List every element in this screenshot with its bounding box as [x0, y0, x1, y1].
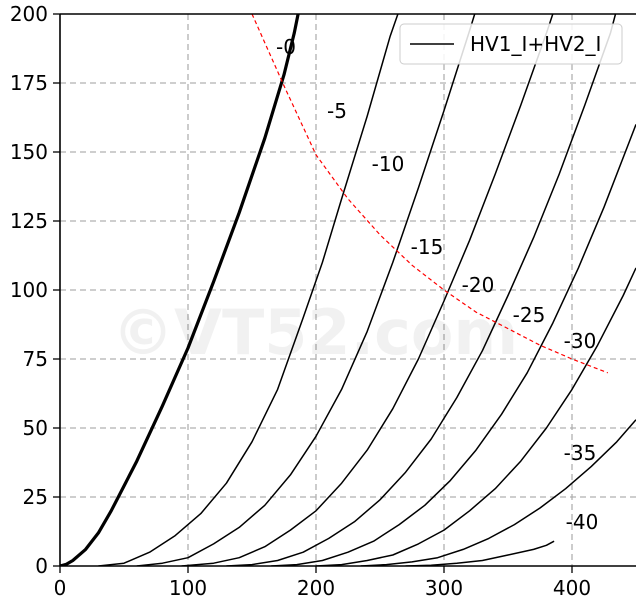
grid-voltage-curve	[60, 14, 300, 566]
x-tick-label: 100	[169, 576, 207, 600]
legend: HV1_I+HV2_I	[399, 23, 623, 65]
y-tick-label: 125	[10, 209, 48, 233]
grid-voltage-curve	[226, 14, 617, 566]
legend-box	[399, 23, 623, 65]
curve-labels: -0 -5 -10 -15 -20 -25 -30 -35 -40	[276, 35, 598, 534]
curve-label: -5	[327, 99, 347, 123]
curve-label: -0	[276, 35, 296, 59]
grid-voltage-curve	[181, 14, 554, 566]
curve-label: -30	[564, 329, 597, 353]
max-dissipation-curve	[251, 14, 609, 374]
grid-voltage-curve	[405, 540, 555, 566]
y-tick-label: 0	[35, 554, 48, 578]
curve-label: -35	[564, 441, 597, 465]
curve-label: -20	[462, 273, 495, 297]
grid-voltage-curve	[271, 124, 636, 566]
grid	[60, 14, 636, 566]
grid-voltage-curve	[136, 14, 476, 566]
x-tick-label: 300	[425, 576, 463, 600]
watermark-text: ©VT52.com	[112, 296, 518, 369]
legend-label: HV1_I+HV2_I	[470, 32, 601, 56]
curve-label: -10	[372, 152, 405, 176]
curve-label: -25	[513, 303, 546, 327]
y-tick-label: 25	[23, 485, 48, 509]
x-tick-label: 0	[54, 576, 67, 600]
y-tick-label: 150	[10, 140, 48, 164]
x-tick-label: 400	[553, 576, 591, 600]
y-tick-label: 175	[10, 71, 48, 95]
y-tick-label: 200	[10, 2, 48, 26]
curve-label: -40	[566, 510, 599, 534]
y-tick-label: 100	[10, 278, 48, 302]
axes: 0 100 200 300 400 0 25 50 75 100 125 150 175 200	[10, 2, 636, 600]
y-tick-label: 50	[23, 416, 48, 440]
grid-voltage-curve	[315, 267, 636, 566]
grid-voltage-curve	[98, 14, 399, 566]
y-tick-label: 75	[23, 347, 48, 371]
grid-voltage-curve	[360, 419, 636, 566]
curve-label: -15	[411, 235, 444, 259]
x-tick-label: 200	[297, 576, 335, 600]
curves	[60, 14, 636, 566]
